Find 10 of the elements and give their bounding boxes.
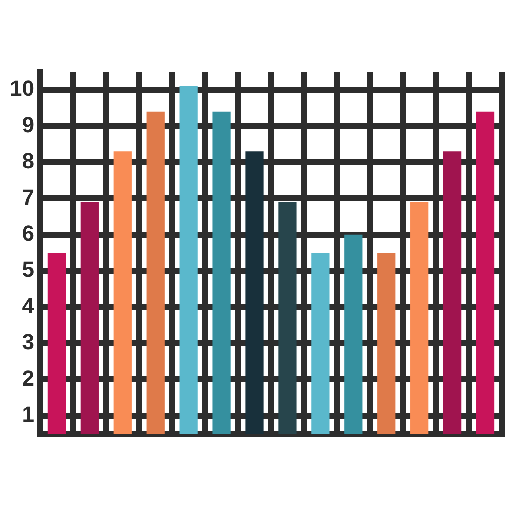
- y-tick-label: 7: [22, 184, 34, 210]
- y-tick-label: 9: [22, 112, 34, 138]
- y-tick-label: 4: [22, 293, 36, 318]
- y-tick-label: 6: [22, 220, 34, 246]
- y-tick-label: 8: [22, 148, 34, 174]
- y-tick-label: 1: [22, 402, 34, 427]
- y-tick-label: 10: [10, 76, 34, 102]
- y-tick-label: 5: [22, 257, 34, 282]
- y-tick-label: 3: [22, 330, 34, 355]
- y-tick-label: 2: [22, 366, 34, 391]
